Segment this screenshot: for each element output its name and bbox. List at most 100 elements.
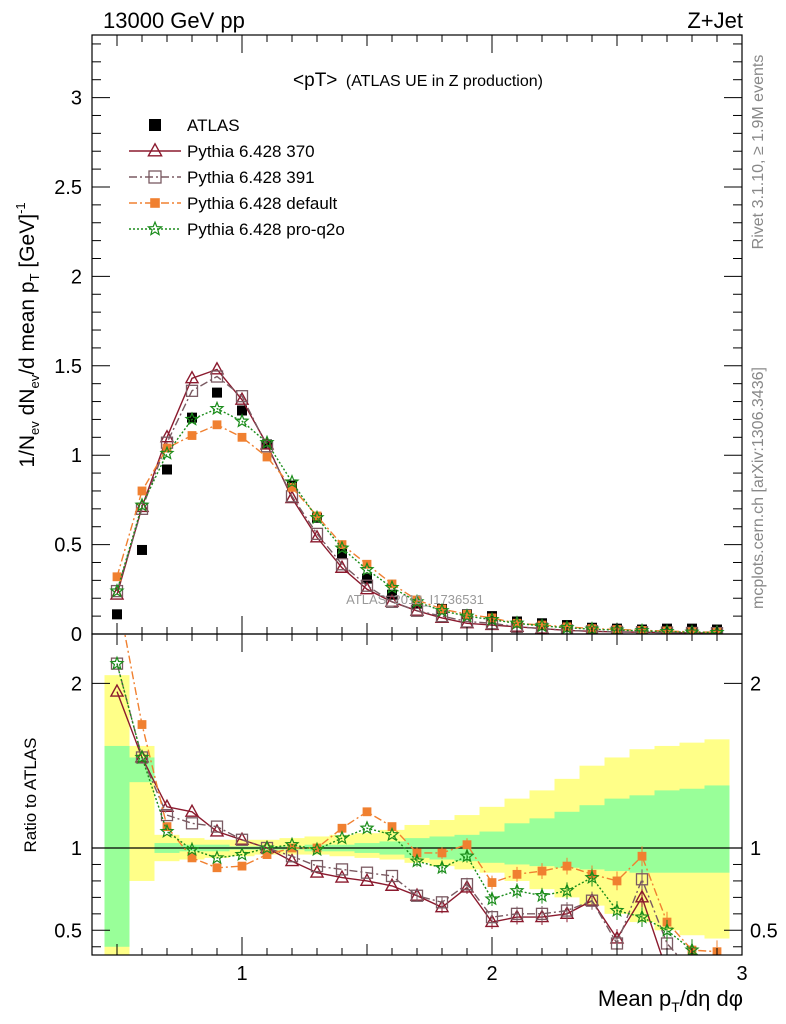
ratio-point-pythia-6-428-pro-q2o — [659, 922, 675, 937]
stat-uncertainty-band — [704, 785, 730, 873]
ratio-point-pythia-6-428-default — [537, 866, 547, 876]
point-pythia-6-428-default — [112, 572, 122, 582]
legend-label-pythia-6-428-370: Pythia 6.428 370 — [187, 142, 315, 161]
stat-uncertainty-band — [479, 831, 505, 863]
y-tick-label-top: 0 — [71, 624, 82, 646]
point-pythia-6-428-370 — [309, 529, 325, 543]
ratio-point-pythia-6-428-default — [512, 869, 522, 879]
ratio-point-pythia-6-428-391 — [485, 910, 499, 924]
ratio-point-pythia-6-428-default — [137, 720, 147, 729]
point-pythia-6-428-default — [137, 486, 147, 496]
point-pythia-6-428-pro-q2o — [109, 583, 125, 598]
point-atlas — [112, 609, 122, 620]
ratio-point-pythia-6-428-370 — [484, 914, 500, 928]
ratio-point-pythia-6-428-pro-q2o — [234, 846, 250, 862]
ratio-point-pythia-6-428-pro-q2o — [434, 859, 450, 875]
ratio-point-pythia-6-428-pro-q2o — [259, 840, 275, 855]
ratio-point-pythia-6-428-391 — [360, 866, 374, 879]
ratio-point-pythia-6-428-370 — [434, 899, 450, 913]
legend-label-atlas: ATLAS — [187, 116, 240, 135]
ratio-point-pythia-6-428-391 — [535, 907, 549, 920]
ratio-point-pythia-6-428-pro-q2o — [534, 887, 550, 903]
legend-label-pythia-6-428-pro-q2o: Pythia 6.428 pro-q2o — [187, 220, 345, 239]
point-pythia-6-428-370 — [209, 361, 225, 375]
ratio-point-pythia-6-428-391 — [385, 869, 399, 883]
legend-marker-pythia-6-428-391 — [148, 170, 162, 184]
ratio-y-tick-label-right: 2 — [750, 673, 761, 695]
ratio-point-pythia-6-428-391 — [210, 820, 224, 833]
plot-title-sub: (ATLAS UE in Z production) — [346, 73, 543, 90]
point-pythia-6-428-default — [537, 620, 547, 630]
ratio-point-pythia-6-428-pro-q2o — [459, 848, 475, 863]
ratio-y-tick-label-right: 0.5 — [750, 920, 778, 942]
ratio-point-pythia-6-428-370 — [459, 879, 475, 893]
ratio-point-pythia-6-428-391 — [585, 894, 599, 907]
ratio-point-pythia-6-428-default — [612, 876, 622, 886]
header-left: 13000 GeV pp — [103, 8, 245, 33]
ratio-y-tick-label-left: 1 — [71, 838, 82, 860]
point-pythia-6-428-391 — [335, 558, 349, 571]
point-pythia-6-428-default — [337, 540, 347, 549]
ratio-point-pythia-6-428-370 — [634, 889, 650, 903]
y-axis-label-top: 1/Nev dNev/d mean pT [GeV]-1 — [13, 202, 42, 467]
ratio-point-pythia-6-428-370 — [134, 749, 150, 763]
stat-uncertainty-band — [654, 790, 680, 873]
ratio-point-pythia-6-428-391 — [510, 907, 524, 920]
point-pythia-6-428-391 — [260, 440, 274, 453]
legend-marker-atlas — [149, 119, 161, 131]
ratio-point-pythia-6-428-pro-q2o — [409, 853, 425, 868]
ratio-point-pythia-6-428-pro-q2o — [509, 882, 525, 898]
plot-title-main: <pT> — [293, 70, 337, 91]
ratio-point-pythia-6-428-391 — [235, 833, 249, 846]
ratio-point-pythia-6-428-391 — [712, 966, 723, 977]
ratio-point-pythia-6-428-pro-q2o — [159, 823, 175, 839]
ratio-point-pythia-6-428-default — [387, 822, 397, 831]
header-right: Z+Jet — [687, 8, 743, 33]
x-tick-label: 3 — [736, 963, 747, 985]
axes: 1 2 300.511.522.530.5 0.51 12 2 — [54, 34, 778, 985]
point-pythia-6-428-default — [437, 604, 447, 614]
ratio-point-pythia-6-428-pro-q2o — [184, 841, 200, 857]
point-pythia-6-428-pro-q2o — [434, 602, 450, 618]
point-pythia-6-428-pro-q2o — [684, 624, 700, 634]
point-atlas — [212, 387, 222, 398]
point-atlas — [162, 464, 172, 475]
ratio-point-pythia-6-428-370 — [509, 909, 525, 923]
point-pythia-6-428-default — [412, 595, 422, 605]
point-pythia-6-428-default — [312, 511, 322, 521]
ratio-point-pythia-6-428-391 — [635, 873, 649, 886]
stat-uncertainty-band — [679, 788, 705, 873]
ratio-point-pythia-6-428-pro-q2o — [284, 836, 300, 852]
point-pythia-6-428-pro-q2o — [334, 540, 350, 555]
ratio-point-pythia-6-428-370 — [686, 965, 698, 976]
point-pythia-6-428-370 — [284, 490, 300, 504]
ratio-point-pythia-6-428-370 — [209, 823, 225, 837]
point-pythia-6-428-391 — [310, 527, 324, 541]
ratio-point-pythia-6-428-370 — [184, 803, 200, 817]
ratio-point-pythia-6-428-default — [212, 863, 222, 873]
legend-marker-pythia-6-428-pro-q2o — [146, 220, 164, 236]
y-tick-label-top: 0.5 — [54, 535, 82, 557]
ratio-point-pythia-6-428-370 — [334, 869, 350, 883]
ratio-uncertainty-bands — [92, 675, 742, 955]
ratio-point-pythia-6-428-391 — [185, 817, 199, 830]
ratio-point-pythia-6-428-default — [562, 861, 572, 871]
stat-uncertainty-band — [579, 805, 605, 870]
ratio-point-pythia-6-428-default — [187, 853, 197, 863]
point-pythia-6-428-391 — [235, 390, 249, 403]
plot-title: <pT> (ATLAS UE in Z production) — [293, 70, 543, 91]
ratio-point-pythia-6-428-default — [437, 848, 447, 858]
point-pythia-6-428-default — [287, 482, 297, 492]
point-pythia-6-428-pro-q2o — [134, 497, 150, 512]
legend: ATLAS Pythia 6.428 370 Pythia 6.428 391 Pyt… — [129, 116, 345, 239]
ratio-point-pythia-6-428-391 — [435, 896, 449, 909]
ratio-y-tick-label-left: 2 — [71, 673, 82, 695]
ratio-point-pythia-6-428-391 — [310, 859, 324, 873]
ratio-point-pythia-6-428-default — [262, 850, 272, 859]
ratio-point-pythia-6-428-default — [637, 851, 647, 861]
legend-marker-pythia-6-428-default — [150, 198, 160, 208]
y-tick-label-top: 1.5 — [54, 356, 82, 378]
ratio-point-pythia-6-428-pro-q2o — [334, 830, 350, 845]
point-pythia-6-428-391 — [185, 384, 199, 397]
series-line-pythia-6-428-391 — [116, 375, 718, 634]
